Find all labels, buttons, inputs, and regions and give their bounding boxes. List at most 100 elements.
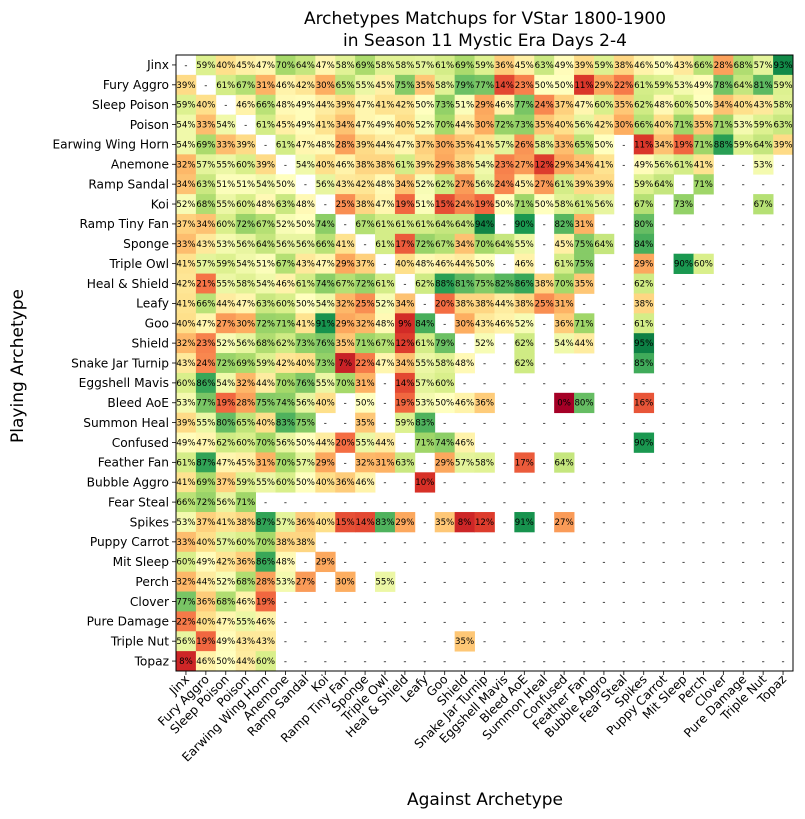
cell-empty-label: - [622,578,625,588]
cell-empty-label: - [722,240,725,250]
cell-empty-label: - [682,180,685,190]
cell-empty-label: - [722,438,725,448]
cell-empty-label: - [722,538,725,548]
cell-value-label: 83% [276,419,295,429]
cell-value-label: 44% [316,438,335,448]
cell-empty-label: - [742,200,745,210]
cell-value-label: 26% [515,140,534,150]
heatmap-cell [235,432,257,453]
cell-empty-label: - [344,558,347,568]
cell-value-label: 60% [216,220,235,230]
heatmap-cell [195,432,217,453]
cell-empty-label: - [662,538,665,548]
cell-value-label: 56% [574,121,593,131]
cell-value-label: 63% [196,180,215,190]
cell-value-label: 56% [654,160,673,170]
y-tick-label: Ramp Sandal [88,177,169,191]
cell-value-label: 40% [196,617,215,627]
cell-value-label: 49% [176,438,195,448]
heatmap-cell [195,94,217,116]
heatmap-cell [693,55,714,76]
cell-empty-label: - [284,160,287,170]
cell-value-label: 47% [316,260,335,270]
cell-empty-label: - [702,578,705,588]
heatmap-cell [295,213,316,235]
cell-empty-label: - [403,558,406,568]
cell-empty-label: - [722,478,725,488]
heatmap-cell [275,253,296,274]
cell-empty-label: - [364,617,367,627]
cell-empty-label: - [483,578,486,588]
heatmap-cell [195,253,217,274]
cell-value-label: 29% [316,458,335,468]
cell-empty-label: - [443,617,446,627]
heatmap-cell [176,611,197,632]
cell-value-label: 70% [555,280,574,290]
cell-value-label: 47% [216,458,235,468]
cell-value-label: 57% [415,61,434,71]
heatmap-cell [295,154,316,175]
cell-empty-label: - [762,419,765,429]
cell-empty-label: - [642,458,645,468]
cell-value-label: 12% [395,339,414,349]
cell-value-label: 84% [415,319,434,329]
heatmap-cell [195,631,217,652]
heatmap-cell [235,74,257,96]
heatmap-cell [255,313,276,334]
cell-value-label: 39% [176,419,195,429]
heatmap-cell [176,353,197,374]
cell-empty-label: - [682,299,685,309]
cell-empty-label: - [582,419,585,429]
cell-value-label: 60% [694,260,713,270]
heatmap-cell [315,74,336,96]
cell-value-label: 45% [555,240,574,250]
cell-value-label: 52% [176,200,195,210]
cell-empty-label: - [781,558,784,568]
heatmap-cell [633,194,655,215]
cell-value-label: 34% [395,299,414,309]
cell-empty-label: - [742,617,745,627]
y-tick-label: Snake Jar Turnip [71,356,169,370]
cell-value-label: 60% [435,379,454,389]
cell-empty-label: - [563,359,566,369]
heatmap-cell [394,293,416,314]
heatmap-cell [394,134,416,155]
cell-value-label: 69% [455,61,474,71]
cell-empty-label: - [642,498,645,508]
heatmap-cell [255,194,276,215]
cell-empty-label: - [662,299,665,309]
cell-empty-label: - [602,637,605,647]
heatmap-cell [574,114,595,135]
heatmap-cell [315,273,336,294]
cell-value-label: 46% [356,478,375,488]
heatmap-cell [215,273,237,294]
cell-value-label: 54% [475,160,494,170]
cell-value-label: 68% [256,339,275,349]
heatmap-cell [633,74,655,96]
heatmap-cell [554,194,575,215]
cell-value-label: 39% [336,101,355,111]
cell-value-label: 48% [375,319,394,329]
heatmap-cell [474,333,495,354]
heatmap-cell [574,233,595,255]
cell-value-label: 81% [455,280,474,290]
cell-value-label: 56% [296,399,315,409]
heatmap-cell [514,174,535,195]
heatmap-cell [414,472,436,493]
cell-empty-label: - [563,558,566,568]
cell-value-label: 32% [236,379,255,389]
cell-empty-label: - [781,657,784,667]
cell-value-label: 68% [216,597,235,607]
cell-value-label: 44% [236,657,255,667]
cell-value-label: 34% [196,220,215,230]
heatmap-cell [176,452,197,473]
cell-value-label: 48% [256,200,275,210]
cell-value-label: 46% [455,399,474,409]
heatmap-cell [235,591,257,612]
heatmap-cell [255,472,276,493]
heatmap-cell [295,452,316,473]
cell-empty-label: - [483,379,486,389]
cell-empty-label: - [781,339,784,349]
heatmap-cell [176,94,197,116]
y-tick-label: Mit Sleep [113,555,170,569]
